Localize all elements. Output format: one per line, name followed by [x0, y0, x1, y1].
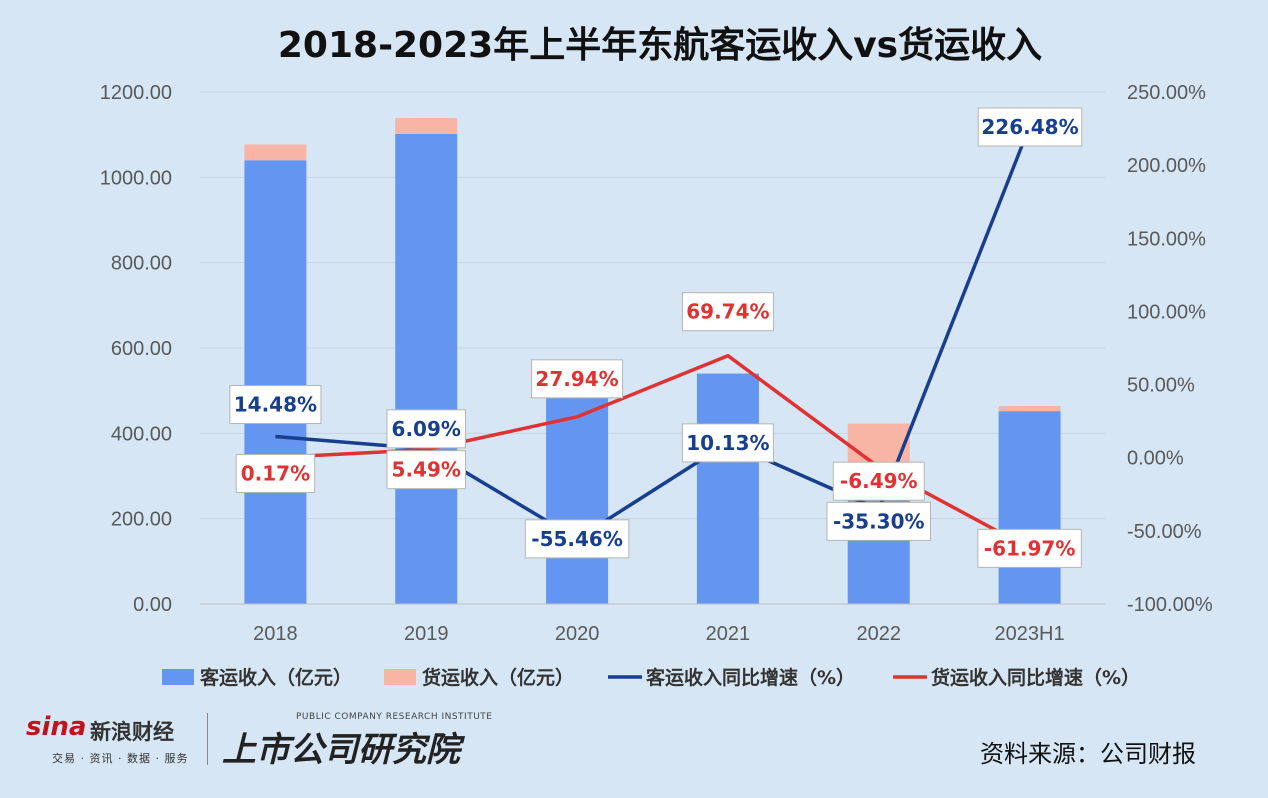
cargo-growth-label: 0.17% — [235, 453, 316, 493]
passenger-growth-label: -55.46% — [524, 519, 630, 559]
chart-title: 2018-2023年上半年东航客运收入vs货运收入 — [278, 24, 1042, 66]
left-axis-tick-label: 400.00 — [111, 423, 172, 445]
sina-finance-name: 新浪财经 — [90, 720, 174, 744]
data-source: 资料来源：公司财报 — [980, 740, 1196, 768]
legend: 客运收入（亿元） 货运收入（亿元） 客运收入同比增速（%） 货运收入同比增速（%） — [162, 666, 1140, 689]
data-label-box — [826, 501, 931, 541]
cargo-growth-label: 69.74% — [681, 292, 774, 332]
data-label-box — [386, 409, 466, 449]
data-label-text: -55.46% — [531, 527, 623, 551]
passenger-growth-label: 226.48% — [977, 107, 1083, 147]
left-axis-tick-label: 0.00 — [133, 594, 172, 616]
right-axis-tick-label: 250.00% — [1127, 82, 1206, 104]
cargo-growth-label: -6.49% — [832, 461, 925, 501]
x-axis-tick-label: 2020 — [555, 623, 600, 645]
right-axis-tick-label: 0.00% — [1127, 448, 1184, 470]
cargo-growth-label: -61.97% — [977, 528, 1082, 568]
institute-logo: 上市公司研究院 — [222, 730, 460, 770]
left-axis-tick-label: 600.00 — [111, 338, 172, 360]
passenger-revenue-bar — [395, 133, 458, 604]
cargo-revenue-bar — [998, 406, 1061, 412]
data-label-text: 14.48% — [234, 393, 317, 417]
data-label-box — [832, 461, 925, 501]
data-label-text: 226.48% — [981, 115, 1078, 139]
data-label-box — [524, 519, 630, 559]
data-label-text: -6.49% — [840, 469, 918, 493]
left-axis-tick-label: 200.00 — [111, 509, 172, 531]
data-label-text: 0.17% — [241, 461, 310, 485]
data-labels: 14.48% 6.09% -55.46% 10.13% -35.30% 226.48% 0.… — [229, 107, 1083, 568]
passenger-growth-label: 10.13% — [681, 423, 774, 463]
data-label-box — [977, 107, 1083, 147]
data-label-text: -35.30% — [833, 509, 925, 533]
institute-english-name: PUBLIC COMPANY RESEARCH INSTITUTE — [296, 712, 493, 722]
passenger-revenue-bar — [998, 411, 1061, 604]
legend-label: 货运收入（亿元） — [422, 666, 574, 689]
cargo-growth-label: 5.49% — [386, 450, 466, 490]
legend-label: 货运收入同比增速（%） — [931, 666, 1140, 689]
passenger-revenue-bar — [244, 160, 307, 604]
sina-logo: sina — [26, 712, 87, 742]
passenger-growth-label: -35.30% — [826, 501, 931, 541]
legend-swatch — [162, 669, 194, 685]
legend-swatch — [384, 669, 416, 685]
left-axis-tick-label: 800.00 — [111, 253, 172, 275]
left-axis-tick-label: 1000.00 — [100, 167, 172, 189]
gridlines — [200, 91, 1105, 520]
cargo-revenue-bar — [244, 144, 307, 161]
x-axis-tick-label: 2018 — [253, 623, 298, 645]
cargo-revenue-bar — [395, 118, 458, 134]
data-label-box — [531, 359, 624, 399]
brand-divider — [207, 713, 208, 765]
left-axis-tick-label: 1200.00 — [100, 82, 172, 104]
passenger-revenue-bar — [546, 397, 609, 604]
data-label-box — [681, 423, 774, 463]
passenger-growth-label: 14.48% — [229, 385, 322, 425]
x-axis-tick-label: 2023H1 — [995, 623, 1065, 645]
data-label-box — [681, 292, 774, 332]
passenger-revenue-bar — [696, 373, 759, 604]
right-axis-tick-label: -50.00% — [1127, 521, 1202, 543]
sina-tagline: 交易 · 资讯 · 数据 · 服务 — [52, 752, 189, 765]
data-label-box — [235, 453, 316, 493]
data-label-box — [386, 450, 466, 490]
cargo-growth-label: 27.94% — [531, 359, 624, 399]
right-axis-tick-label: -100.00% — [1127, 594, 1213, 616]
data-label-text: 5.49% — [392, 458, 461, 482]
right-axis-tick-label: 200.00% — [1127, 155, 1206, 177]
x-axis-tick-label: 2022 — [857, 623, 902, 645]
right-axis-tick-label: 150.00% — [1127, 228, 1206, 250]
combo-chart: 2018-2023年上半年东航客运收入vs货运收入 0.00 200.00 400.… — [100, 24, 1213, 689]
legend-label: 客运收入（亿元） — [200, 666, 352, 689]
legend-label: 客运收入同比增速（%） — [646, 666, 855, 689]
axes: 0.00 200.00 400.00 600.00 800.00 1000.00 1200.… — [100, 82, 1213, 645]
data-label-text: 69.74% — [686, 300, 769, 324]
passenger-growth-label: 6.09% — [386, 409, 466, 449]
x-axis-tick-label: 2021 — [706, 623, 751, 645]
data-label-text: -61.97% — [984, 536, 1076, 560]
data-label-text: 27.94% — [535, 367, 618, 391]
right-axis-tick-label: 50.00% — [1127, 375, 1195, 397]
x-axis-tick-label: 2019 — [404, 623, 449, 645]
data-label-box — [977, 528, 1082, 568]
right-axis-tick-label: 100.00% — [1127, 301, 1206, 323]
data-label-box — [229, 385, 322, 425]
data-label-text: 10.13% — [686, 431, 769, 455]
data-label-text: 6.09% — [392, 417, 461, 441]
